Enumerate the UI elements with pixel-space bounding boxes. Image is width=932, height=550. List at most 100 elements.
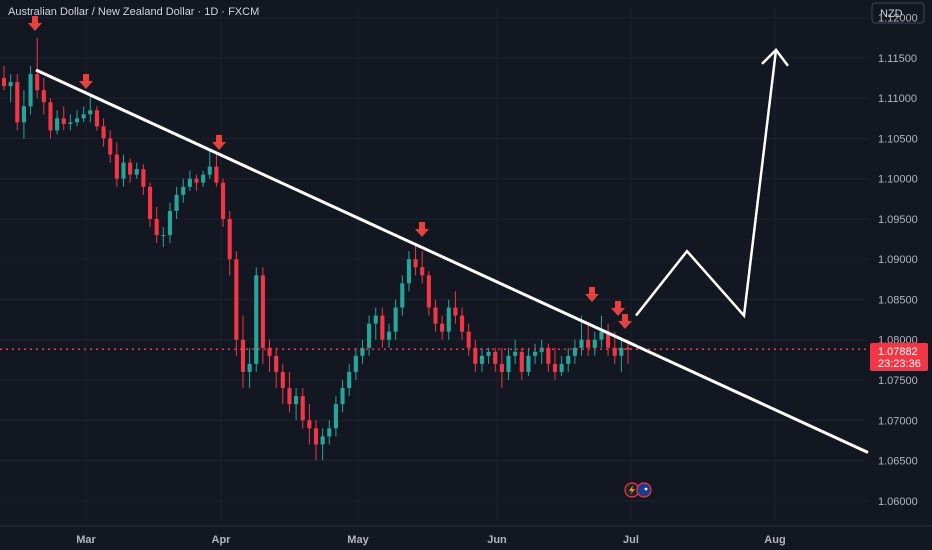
candle-body [446,307,451,332]
candle [393,299,398,340]
candle [533,343,538,364]
descending-trendline [35,68,869,454]
price-axis[interactable]: 1.12000 1.11500 1.11000 1.10500 1.10000 1.095… [878,13,918,508]
candlestick-series [1,37,631,461]
candle [61,106,66,131]
candle-body [559,363,564,372]
candle-body [393,307,398,332]
candle [187,170,192,191]
candle [161,227,166,248]
candle-body [506,355,511,372]
candle-body [367,323,372,348]
event-icons[interactable] [624,482,652,498]
candle-body [420,267,425,276]
candle-body [453,307,458,316]
candle-body [612,347,617,356]
candle-body [55,118,60,131]
candle [48,98,53,139]
candle-body [207,166,212,175]
candle [260,267,265,364]
candle-body [606,331,611,348]
price-tick-label: 1.08500 [878,294,918,306]
candle-body [572,347,577,356]
candle-body [254,275,259,364]
candle-body [68,122,73,124]
candle [386,323,392,348]
candle-body [48,102,53,131]
candle [128,158,133,183]
projection-arrowhead [761,47,790,67]
candle [8,74,13,103]
down-arrow-marker [28,16,42,31]
candle-body [201,174,206,183]
symbol-title: Australian Dollar / New Zealand Dollar ·… [8,6,259,18]
candle-body [307,420,312,429]
candle-body [194,178,199,183]
candle [114,142,119,187]
candle [194,174,199,191]
candle [453,291,458,324]
candle [41,78,46,115]
candle-body [592,339,597,348]
projection-path [635,49,778,319]
candle [333,396,338,437]
candle-body [380,315,385,340]
candle [74,110,80,127]
candle [227,210,232,276]
candle-body [141,169,146,187]
candle-body [81,114,86,119]
candle-body [440,323,445,332]
candle [367,315,372,356]
candle-body [533,351,538,356]
candle-body [221,182,226,219]
candle [287,371,292,413]
candle [619,339,624,372]
flag-au-icon[interactable] [636,482,652,498]
candle-body [313,428,319,445]
candle [101,118,106,147]
currency-button[interactable]: NZD [871,2,925,24]
candle [108,130,113,163]
candle-body [619,347,624,356]
candle [353,347,358,380]
candle-body [240,339,246,372]
candle-body [174,194,179,211]
candle-body [154,218,159,236]
candle-body [167,210,173,236]
price-tick-label: 1.11000 [878,93,917,105]
down-arrow-marker [79,74,93,89]
candle [313,420,319,461]
candle-body [320,436,325,445]
price-tick-label: 1.07500 [878,375,918,387]
candle [400,275,405,316]
candle [380,307,385,348]
candle [28,65,33,115]
candle [552,347,558,380]
candle-body [579,339,584,348]
candle-body [546,347,551,364]
candle-body [347,371,352,389]
candle [55,110,60,135]
candle [360,339,365,364]
candle-body [8,82,13,87]
time-axis[interactable]: Mar Apr May Jun Jul Aug [76,534,785,546]
candle [234,251,239,356]
time-tick-label: Aug [764,534,785,546]
down-arrow-marker [212,135,226,150]
candle-body [552,363,558,372]
price-tick-label: 1.07000 [878,415,918,427]
candle-body [74,118,80,123]
candle [35,37,40,99]
candle-body [147,186,153,219]
down-arrow-marker [415,222,429,237]
candle-body [426,275,431,308]
candle-body [499,363,504,372]
candle [88,94,93,123]
candle-body [267,347,272,356]
candle [440,315,445,340]
candle-body [519,351,524,372]
candle [1,65,7,91]
candle-body [433,307,438,324]
